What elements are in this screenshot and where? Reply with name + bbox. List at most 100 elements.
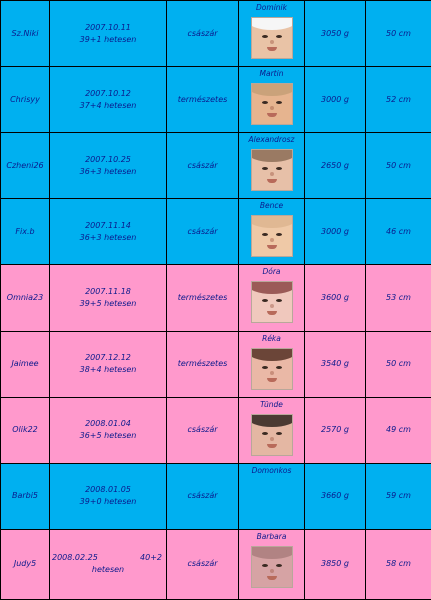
photo-cell: Dóra bbox=[238, 264, 305, 332]
table-row: Olik22 2008.01.04 36+5 hetesen császár Tü… bbox=[0, 396, 431, 464]
photo-cell: Dominik bbox=[238, 0, 305, 68]
birth-date: 2007.11.18 bbox=[85, 286, 131, 296]
date-cell: 2008.01.05 39+0 hetesen bbox=[49, 462, 167, 530]
photo-cell: Martin bbox=[238, 66, 305, 134]
gestation-week: 39+1 hetesen bbox=[79, 34, 137, 44]
baby-name: Tünde bbox=[260, 399, 283, 409]
gestation-week: 40+2 bbox=[140, 553, 162, 563]
nickname-cell: Fix.b bbox=[0, 198, 50, 266]
weight-cell: 3000 g bbox=[304, 198, 366, 266]
birth-date: 2007.10.12 bbox=[85, 88, 131, 98]
length-cell: 59 cm bbox=[365, 462, 431, 530]
birth-date: 2007.10.25 bbox=[85, 154, 131, 164]
baby-photo bbox=[250, 215, 293, 258]
photo-cell: Bence bbox=[238, 198, 305, 266]
baby-name: Martin bbox=[259, 69, 284, 79]
table-row: Barbi5 2008.01.05 39+0 hetesen császár Do… bbox=[0, 462, 431, 530]
baby-photo bbox=[250, 545, 293, 588]
birth-date: 2007.10.11 bbox=[85, 22, 131, 32]
length-cell: 58 cm bbox=[365, 528, 431, 600]
gestation-week-suffix: hetesen bbox=[91, 565, 125, 575]
weight-cell: 3600 g bbox=[304, 264, 366, 332]
date-cell: 2007.10.12 37+4 hetesen bbox=[49, 66, 167, 134]
nickname-cell: Jaimee bbox=[0, 330, 50, 398]
gestation-week: 36+5 hetesen bbox=[79, 431, 137, 441]
delivery-cell: természetes bbox=[166, 66, 239, 134]
delivery-cell: császár bbox=[166, 462, 239, 530]
length-cell: 50 cm bbox=[365, 0, 431, 68]
table-row: Fix.b 2007.11.14 36+3 hetesen császár Ben… bbox=[0, 198, 431, 266]
nickname-cell: Sz.Niki bbox=[0, 0, 50, 68]
table-row: Jaimee 2007.12.12 38+4 hetesen természete… bbox=[0, 330, 431, 398]
baby-photo bbox=[250, 83, 293, 126]
nickname-cell: Judy5 bbox=[0, 528, 50, 600]
weight-cell: 3850 g bbox=[304, 528, 366, 600]
baby-name: Bence bbox=[259, 201, 284, 211]
photo-cell: Domonkos bbox=[238, 462, 305, 530]
birth-date: 2007.12.12 bbox=[85, 353, 131, 363]
length-cell: 50 cm bbox=[365, 330, 431, 398]
gestation-week: 39+5 hetesen bbox=[79, 298, 137, 308]
date-cell: 2008.02.25 40+2 hetesen bbox=[49, 528, 167, 600]
baby-name: Dominik bbox=[256, 3, 287, 12]
table-row: Sz.Niki 2007.10.11 39+1 hetesen császár D… bbox=[0, 0, 431, 68]
table-row: Omnia23 2007.11.18 39+5 hetesen természet… bbox=[0, 264, 431, 332]
baby-photo bbox=[250, 281, 293, 324]
date-cell: 2007.10.25 36+3 hetesen bbox=[49, 132, 167, 200]
birth-date: 2007.11.14 bbox=[85, 220, 131, 230]
delivery-cell: császár bbox=[166, 0, 239, 68]
baby-photo bbox=[250, 149, 293, 192]
baby-photo bbox=[250, 413, 293, 456]
photo-cell: Alexandrosz bbox=[238, 132, 305, 200]
birth-date: 2008.01.05 bbox=[85, 485, 131, 495]
weight-cell: 3660 g bbox=[304, 462, 366, 530]
photo-cell: Barbara bbox=[238, 528, 305, 600]
nickname-cell: Olik22 bbox=[0, 396, 50, 464]
weight-cell: 3050 g bbox=[304, 0, 366, 68]
length-cell: 46 cm bbox=[365, 198, 431, 266]
nickname-cell: Barbi5 bbox=[0, 462, 50, 530]
baby-name: Barbara bbox=[256, 531, 287, 541]
date-cell: 2007.11.14 36+3 hetesen bbox=[49, 198, 167, 266]
birth-date: 2008.01.04 bbox=[85, 419, 131, 429]
table-row: Czheni26 2007.10.25 36+3 hetesen császár … bbox=[0, 132, 431, 200]
date-cell: 2007.11.18 39+5 hetesen bbox=[49, 264, 167, 332]
baby-name: Alexandrosz bbox=[248, 135, 295, 145]
photo-cell: Tünde bbox=[238, 396, 305, 464]
birth-date: 2008.02.25 bbox=[52, 553, 98, 563]
nickname-cell: Chrisyy bbox=[0, 66, 50, 134]
delivery-cell: császár bbox=[166, 528, 239, 600]
table-row: Judy5 2008.02.25 40+2 hetesen császár Barb… bbox=[0, 528, 431, 600]
length-cell: 50 cm bbox=[365, 132, 431, 200]
delivery-cell: természetes bbox=[166, 264, 239, 332]
date-cell: 2007.12.12 38+4 hetesen bbox=[49, 330, 167, 398]
gestation-week: 38+4 hetesen bbox=[79, 365, 137, 375]
gestation-week: 37+4 hetesen bbox=[79, 100, 137, 110]
delivery-cell: császár bbox=[166, 396, 239, 464]
gestation-week: 39+0 hetesen bbox=[79, 497, 137, 507]
date-cell: 2007.10.11 39+1 hetesen bbox=[49, 0, 167, 68]
table-row: Chrisyy 2007.10.12 37+4 hetesen természet… bbox=[0, 66, 431, 134]
photo-cell: Réka bbox=[238, 330, 305, 398]
length-cell: 53 cm bbox=[365, 264, 431, 332]
weight-cell: 2650 g bbox=[304, 132, 366, 200]
baby-name: Domonkos bbox=[251, 465, 292, 475]
delivery-cell: természetes bbox=[166, 330, 239, 398]
baby-photo bbox=[250, 17, 293, 59]
gestation-week: 36+3 hetesen bbox=[79, 166, 137, 176]
weight-cell: 3000 g bbox=[304, 66, 366, 134]
baby-name: Dóra bbox=[262, 267, 281, 277]
date-cell: 2008.01.04 36+5 hetesen bbox=[49, 396, 167, 464]
nickname-cell: Omnia23 bbox=[0, 264, 50, 332]
gestation-week: 36+3 hetesen bbox=[79, 232, 137, 242]
delivery-cell: császár bbox=[166, 198, 239, 266]
length-cell: 52 cm bbox=[365, 66, 431, 134]
baby-photo bbox=[250, 347, 293, 390]
length-cell: 49 cm bbox=[365, 396, 431, 464]
nickname-cell: Czheni26 bbox=[0, 132, 50, 200]
weight-cell: 3540 g bbox=[304, 330, 366, 398]
delivery-cell: császár bbox=[166, 132, 239, 200]
weight-cell: 2570 g bbox=[304, 396, 366, 464]
baby-name: Réka bbox=[262, 333, 281, 343]
